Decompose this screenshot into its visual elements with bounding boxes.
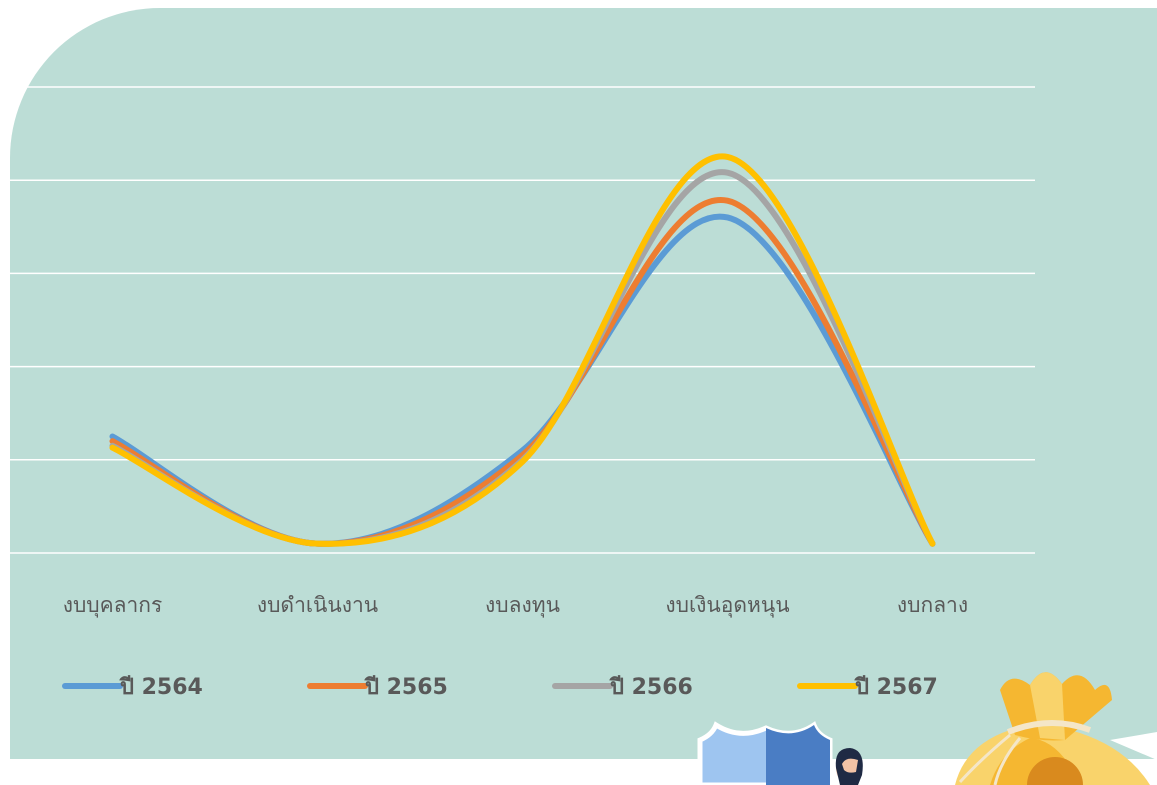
legend-item-3: ปี 2566: [552, 675, 693, 700]
legend-item-1: ปี 2564: [62, 675, 203, 700]
legend-label: ปี 2566: [609, 675, 693, 700]
chart-background-panel: [10, 8, 1157, 759]
series-line-4: [109, 153, 936, 547]
legend-item-2: ปี 2565: [307, 675, 448, 700]
x-tick-label: งบลงทุน: [485, 593, 560, 618]
legend-item-4: ปี 2567: [797, 675, 938, 700]
person-illustration: [835, 748, 863, 785]
legend-label: ปี 2565: [364, 675, 448, 700]
legend-label: ปี 2564: [119, 675, 203, 700]
x-tick-label: งบกลาง: [897, 593, 968, 617]
x-tick-label: งบเงินอุดหนุน: [665, 593, 789, 618]
shield-illustration: [697, 721, 833, 785]
x-axis-labels: งบบุคลากร งบดำเนินงาน งบลงทุน งบเงินอุดหนุน…: [63, 593, 968, 618]
x-tick-label: งบบุคลากร: [63, 593, 163, 618]
x-tick-label: งบดำเนินงาน: [257, 593, 378, 617]
money-bag-illustration: [955, 672, 1157, 785]
gridlines: [10, 86, 1035, 554]
series-lines: [109, 153, 936, 547]
series-line-3: [109, 169, 936, 547]
legend: ปี 2564 ปี 2565 ปี 2566 ปี 2567: [62, 675, 938, 700]
series-line-2: [109, 197, 936, 547]
legend-label: ปี 2567: [854, 675, 938, 700]
